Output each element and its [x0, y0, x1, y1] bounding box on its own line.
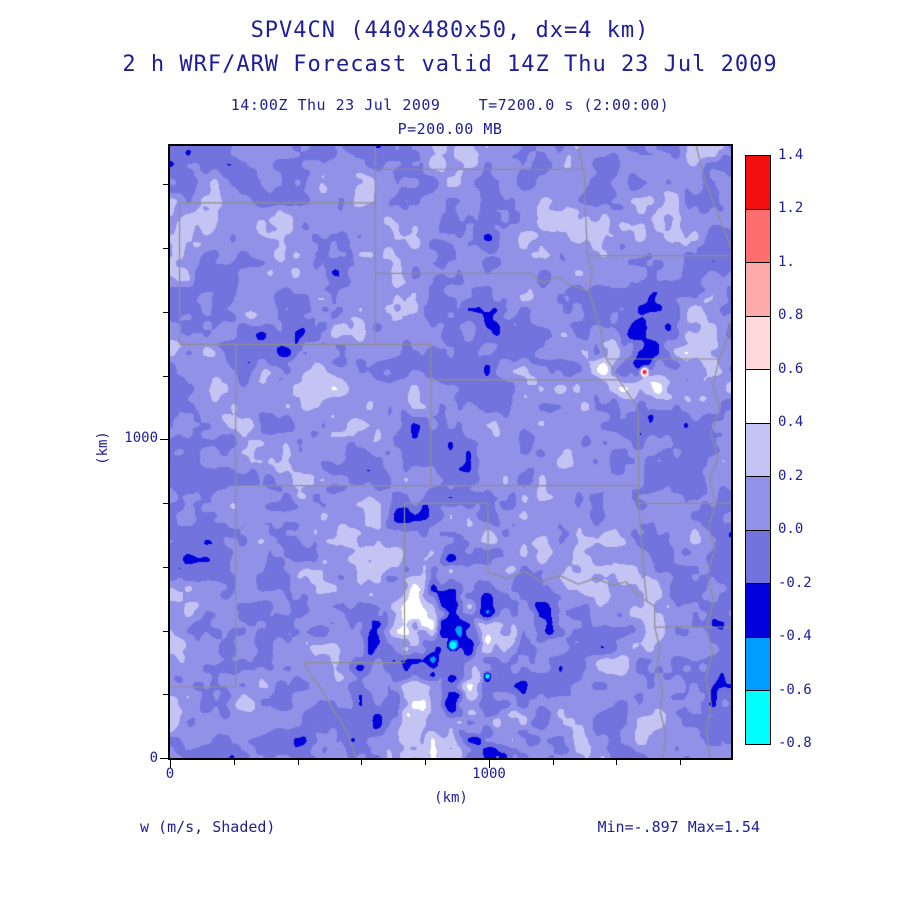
- axis-tick: [170, 760, 171, 768]
- colorbar-tick-label: 1.2: [778, 200, 804, 217]
- colorbar-segment: [746, 423, 770, 478]
- colorbar: [745, 155, 771, 745]
- plot-subtitle: 2 h WRF/ARW Forecast valid 14Z Thu 23 Ju…: [122, 52, 778, 77]
- colorbar-segment: [746, 637, 770, 692]
- colorbar-tick-label: 0.0: [778, 521, 804, 538]
- colorbar-tick-label: 0.6: [778, 360, 804, 377]
- axis-tick: [234, 760, 235, 765]
- axis-tick: [163, 376, 168, 377]
- y-tick-label-0: 0: [149, 750, 158, 766]
- axis-tick: [489, 760, 490, 768]
- colorbar-tick-label: -0.2: [778, 574, 812, 591]
- colorbar-segment: [746, 156, 770, 210]
- colorbar-segment: [746, 477, 770, 531]
- colorbar-segment: [746, 209, 770, 264]
- colorbar-segment: [746, 584, 770, 638]
- y-axis-label: (km): [94, 431, 111, 465]
- colorbar-segment: [746, 263, 770, 317]
- x-axis-label: (km): [434, 790, 468, 806]
- w-field-map-canvas: [170, 146, 731, 758]
- axis-tick: [163, 184, 168, 185]
- colorbar-tick-label: 1.: [778, 253, 795, 270]
- colorbar-segment: [746, 370, 770, 424]
- axis-tick: [163, 503, 168, 504]
- axis-tick: [163, 312, 168, 313]
- colorbar-segment: [746, 316, 770, 371]
- axis-tick: [425, 760, 426, 765]
- axis-tick: [160, 439, 168, 440]
- axis-tick: [163, 567, 168, 568]
- minmax-label: Min=-.897 Max=1.54: [597, 818, 760, 836]
- y-tick-label-1000: 1000: [124, 430, 158, 446]
- axis-tick: [163, 631, 168, 632]
- colorbar-tick-label: -0.6: [778, 681, 812, 698]
- colorbar-tick-label: 0.8: [778, 307, 804, 324]
- field-name-label: w (m/s, Shaded): [140, 818, 276, 836]
- axis-tick: [553, 760, 554, 765]
- x-tick-label-1000: 1000: [472, 766, 506, 782]
- axis-tick: [163, 248, 168, 249]
- colorbar-tick-label: 0.2: [778, 467, 804, 484]
- axis-tick: [298, 760, 299, 765]
- pressure-level-line: P=200.00 MB: [397, 120, 503, 138]
- colorbar-segment: [746, 530, 770, 585]
- axis-tick: [680, 760, 681, 765]
- axis-tick: [163, 694, 168, 695]
- axis-tick: [616, 760, 617, 765]
- colorbar-tick-label: -0.4: [778, 628, 812, 645]
- colorbar-tick-label: 1.4: [778, 147, 804, 163]
- plot-frame: [168, 144, 733, 760]
- axis-tick: [160, 758, 168, 759]
- colorbar-segment: [746, 691, 770, 745]
- axis-tick: [361, 760, 362, 765]
- colorbar-tick-label: 0.4: [778, 414, 804, 431]
- colorbar-tick-label: -0.8: [778, 735, 812, 751]
- plot-title: SPV4CN (440x480x50, dx=4 km): [250, 18, 650, 43]
- valid-time-line: 14:00Z Thu 23 Jul 2009 T=7200.0 s (2:00:…: [230, 96, 670, 114]
- x-tick-label-0: 0: [165, 766, 175, 782]
